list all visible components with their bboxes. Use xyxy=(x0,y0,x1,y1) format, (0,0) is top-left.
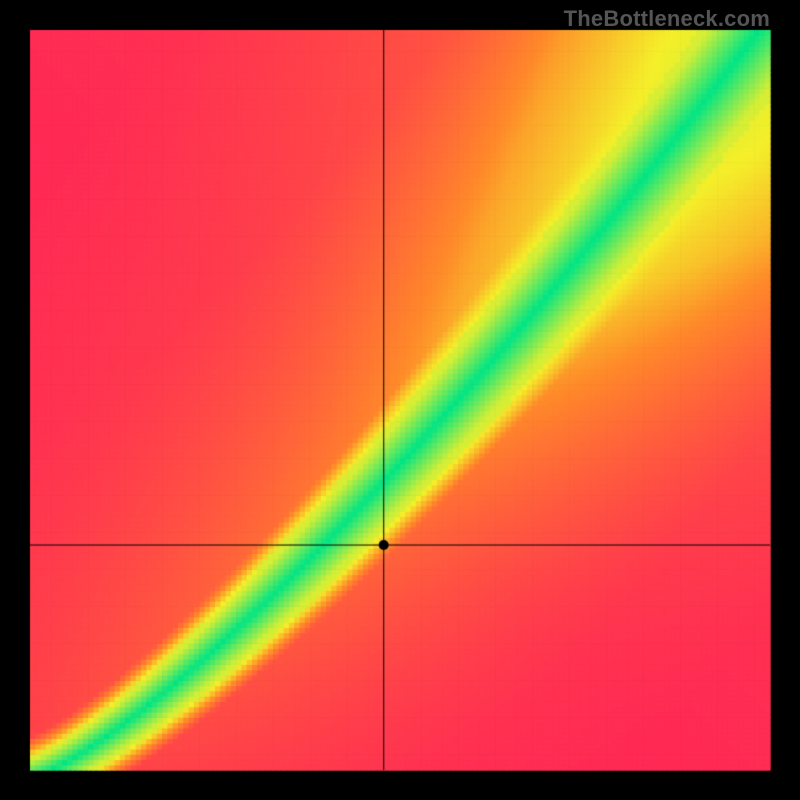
chart-container: { "watermark": { "text": "TheBottleneck.… xyxy=(0,0,800,800)
watermark-text: TheBottleneck.com xyxy=(564,6,770,32)
bottleneck-heatmap xyxy=(0,0,800,800)
